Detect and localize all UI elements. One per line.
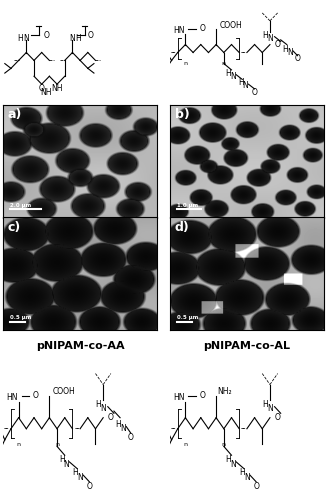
Text: N: N [77, 473, 83, 482]
Text: O: O [199, 24, 205, 33]
Text: --: -- [241, 424, 247, 433]
Text: O: O [252, 88, 257, 96]
Text: N: N [267, 404, 273, 413]
Text: NH₂: NH₂ [218, 386, 232, 396]
Text: O: O [275, 413, 281, 422]
Text: N: N [24, 34, 29, 43]
Text: O: O [43, 30, 49, 40]
Text: H: H [226, 455, 231, 464]
Text: c): c) [8, 221, 21, 234]
Text: pNIPAM: pNIPAM [56, 112, 104, 122]
Text: b): b) [175, 108, 189, 122]
Text: pNIPAM-co-AA: pNIPAM-co-AA [36, 341, 125, 351]
Text: N: N [287, 48, 293, 57]
Text: H: H [283, 45, 288, 54]
Text: --: -- [241, 48, 247, 57]
Text: N: N [230, 460, 236, 468]
Text: n: n [17, 442, 21, 446]
Text: N: N [244, 473, 250, 482]
Text: O: O [86, 482, 92, 490]
Text: O: O [253, 482, 259, 490]
Text: H: H [239, 468, 245, 477]
Text: H: H [59, 455, 64, 464]
Text: H: H [73, 468, 78, 477]
Text: pNIPAM-co-3BA: pNIPAM-co-3BA [199, 112, 295, 122]
Text: a): a) [8, 108, 22, 122]
Text: H: H [116, 420, 121, 429]
Text: O: O [199, 391, 205, 400]
Text: O: O [108, 413, 114, 422]
Text: --: -- [4, 424, 9, 433]
Text: O: O [88, 30, 94, 40]
Text: H: H [263, 400, 268, 409]
Text: N: N [63, 460, 69, 468]
Text: 2.0 μm: 2.0 μm [10, 202, 31, 207]
Text: N: N [100, 404, 106, 413]
Text: H: H [226, 68, 231, 78]
Text: H: H [76, 34, 81, 43]
Text: n: n [183, 61, 187, 66]
Text: O: O [295, 54, 301, 64]
Text: n: n [222, 61, 226, 66]
Text: H: H [96, 400, 101, 409]
Text: n: n [222, 442, 226, 446]
Text: N: N [120, 424, 126, 433]
Text: H: H [238, 78, 244, 87]
Text: O: O [32, 391, 38, 400]
Text: n: n [183, 442, 187, 446]
Text: NH: NH [51, 84, 63, 94]
Text: H: H [263, 30, 268, 40]
Text: n: n [55, 442, 59, 446]
Text: pNIPAM-co-AL: pNIPAM-co-AL [203, 341, 290, 351]
Text: O: O [275, 40, 281, 49]
Text: 0.5 μm: 0.5 μm [10, 315, 31, 320]
Text: COOH: COOH [219, 21, 242, 30]
Text: O: O [128, 433, 134, 442]
Text: HN: HN [174, 26, 185, 35]
Text: N: N [243, 81, 248, 90]
Text: N: N [267, 34, 273, 43]
Text: --: -- [74, 424, 80, 433]
Text: H: H [17, 34, 23, 43]
Text: 0.5 μm: 0.5 μm [177, 315, 198, 320]
Text: N: N [230, 72, 236, 80]
Text: HN: HN [7, 394, 18, 402]
Text: --: -- [170, 424, 176, 433]
Text: --: -- [170, 48, 176, 57]
Text: d): d) [175, 221, 189, 234]
Text: 1.0 μm: 1.0 μm [177, 202, 198, 207]
Text: HN: HN [174, 394, 185, 402]
Text: O: O [39, 84, 44, 94]
Text: N: N [70, 34, 75, 43]
Text: COOH: COOH [52, 386, 75, 396]
Text: NH: NH [41, 88, 52, 96]
